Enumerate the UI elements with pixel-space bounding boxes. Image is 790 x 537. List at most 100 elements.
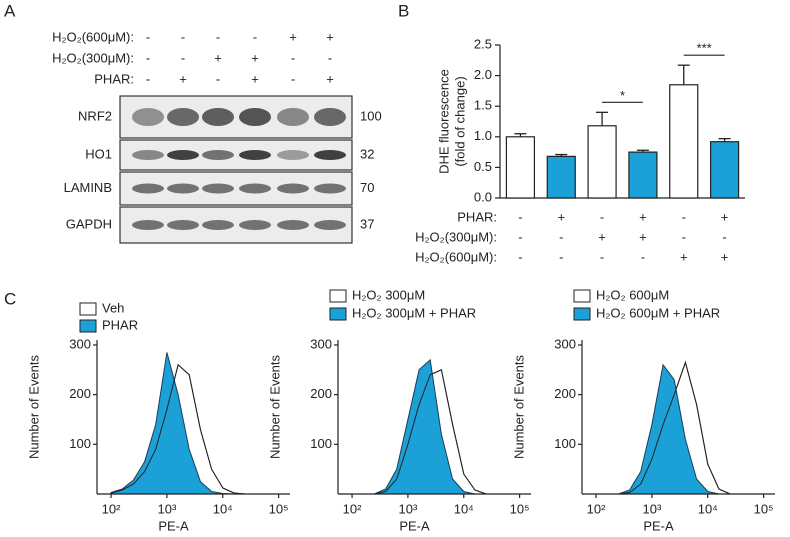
condition-sign: - (518, 229, 522, 244)
condition-sign: + (639, 229, 647, 244)
blot-band (132, 150, 164, 160)
x-tick-label: 10² (102, 501, 121, 516)
condition-label: PHAR: (457, 209, 497, 224)
condition-sign: - (291, 71, 295, 86)
bar (709, 141, 740, 199)
blot-label: HO1 (85, 146, 112, 161)
x-tick-label: 10⁵ (754, 501, 774, 516)
bar (546, 155, 576, 199)
condition-sign: + (326, 29, 334, 44)
blot-band (314, 150, 346, 160)
x-tick-label: 10³ (399, 501, 418, 516)
blot-band (202, 183, 234, 194)
legend-swatch (573, 307, 591, 321)
blot-band (277, 150, 309, 160)
x-tick-label: 10⁵ (510, 501, 530, 516)
condition-label: H₂O₂(300μM): (52, 50, 134, 65)
blot-band (202, 150, 234, 160)
y-axis-label: Number of Events (267, 354, 282, 459)
condition-sign: - (518, 209, 522, 224)
x-tick-label: 10⁴ (213, 501, 233, 516)
blot-band (314, 108, 346, 126)
y-tick-label: 100 (310, 436, 332, 451)
y-tick-label: 300 (554, 336, 576, 351)
y-tick-label: 100 (554, 436, 576, 451)
blot-band (132, 183, 164, 194)
y-tick-label: 2.0 (474, 67, 492, 82)
blot-band (277, 108, 309, 126)
blot-band (314, 220, 346, 230)
condition-sign: + (289, 29, 297, 44)
condition-sign: - (722, 229, 726, 244)
legend-swatch (79, 319, 97, 333)
condition-sign: + (721, 249, 729, 264)
condition-sign: - (559, 229, 563, 244)
condition-sign: - (146, 50, 150, 65)
x-tick-label: 10³ (158, 501, 177, 516)
condition-sign: + (557, 209, 565, 224)
condition-sign: + (639, 209, 647, 224)
condition-sign: + (680, 249, 688, 264)
blot-band (167, 220, 199, 230)
condition-sign: - (682, 209, 686, 224)
condition-sign: - (216, 29, 220, 44)
bar (505, 136, 536, 199)
condition-sign: - (216, 71, 220, 86)
y-tick-label: 0.0 (474, 189, 492, 204)
blot-band (167, 108, 199, 126)
condition-sign: + (214, 50, 222, 65)
y-tick-label: 100 (69, 436, 91, 451)
y-axis-label: Number of Events (26, 354, 41, 459)
bar (587, 125, 617, 199)
x-axis-label: PE-A (399, 518, 430, 533)
panel-label: C (4, 289, 16, 308)
x-tick-label: 10⁴ (698, 501, 718, 516)
legend-label: Veh (102, 300, 124, 315)
blot-frame (119, 95, 353, 139)
condition-sign: - (146, 71, 150, 86)
legend-label: H₂O₂ 600μM (596, 287, 669, 302)
blot-band (239, 150, 271, 160)
y-tick-label: 2.5 (474, 36, 492, 51)
x-axis-label: PE-A (643, 518, 674, 533)
y-axis-label: Number of Events (511, 354, 526, 459)
condition-sign: - (559, 249, 563, 264)
x-axis-label: PE-A (158, 518, 189, 533)
blot-band (239, 108, 271, 126)
condition-label: H₂O₂(300μM): (415, 229, 497, 244)
blot-band (239, 220, 271, 230)
histogram-area (352, 358, 487, 495)
condition-sign: - (600, 209, 604, 224)
x-tick-label: 10⁴ (454, 501, 474, 516)
blot-band (202, 220, 234, 230)
blot-band (314, 183, 346, 194)
condition-sign: - (328, 50, 332, 65)
blot-label: NRF2 (78, 108, 112, 123)
molecular-weight: 70 (360, 180, 374, 195)
condition-sign: - (253, 29, 257, 44)
condition-sign: + (598, 229, 606, 244)
x-tick-label: 10³ (643, 501, 662, 516)
condition-sign: - (600, 249, 604, 264)
y-axis-label: (fold of change) (452, 76, 467, 166)
x-tick-label: 10⁵ (269, 501, 289, 516)
condition-sign: + (251, 71, 259, 86)
panel-label: A (4, 1, 16, 20)
condition-sign: - (181, 50, 185, 65)
bar (628, 151, 658, 199)
legend-label: H₂O₂ 300μM + PHAR (352, 305, 476, 320)
legend-label: H₂O₂ 600μM + PHAR (596, 305, 720, 320)
molecular-weight: 100 (360, 108, 382, 123)
blot-band (202, 108, 234, 126)
molecular-weight: 37 (360, 216, 374, 231)
y-tick-label: 300 (69, 336, 91, 351)
legend-label: PHAR (102, 317, 138, 332)
y-tick-label: 1.0 (474, 128, 492, 143)
condition-sign: - (291, 50, 295, 65)
condition-sign: - (641, 249, 645, 264)
condition-sign: - (682, 229, 686, 244)
x-tick-label: 10² (587, 501, 606, 516)
y-tick-label: 0.5 (474, 159, 492, 174)
blot-band (132, 108, 164, 126)
legend-swatch (573, 289, 591, 303)
